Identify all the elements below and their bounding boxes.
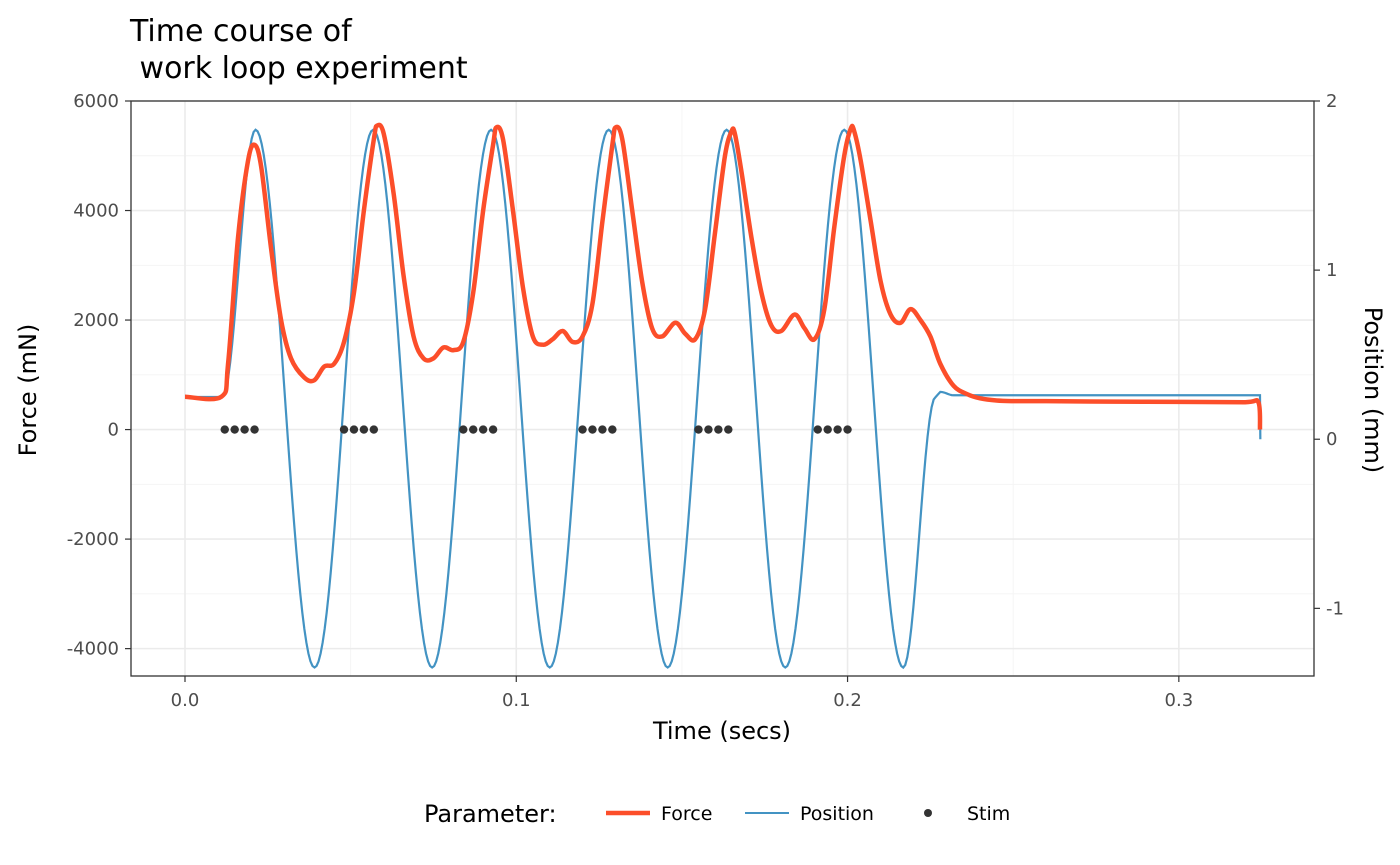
stim-point	[704, 425, 713, 434]
y2-tick-label: 2	[1326, 91, 1337, 112]
y-tick-label: -4000	[67, 639, 119, 660]
stim-point	[578, 425, 587, 434]
plot-series	[184, 122, 1263, 670]
legend-label-stim: Stim	[967, 803, 1010, 825]
x-tick-label: 0.3	[1165, 690, 1194, 711]
stim-point	[588, 425, 597, 434]
legend-title: Parameter:	[424, 800, 557, 828]
stim-point	[240, 425, 249, 434]
stim-point	[459, 425, 468, 434]
y-axis-title: Force (mN)	[14, 324, 42, 457]
chart-title-line-2: work loop experiment	[130, 51, 468, 86]
y-tick-label: 2000	[73, 310, 119, 331]
y2-axis-title: Position (mm)	[1359, 307, 1387, 474]
panel-border	[130, 100, 1315, 677]
stim-point	[694, 425, 703, 434]
stim-point	[349, 425, 359, 434]
stim-point	[478, 425, 488, 434]
stim-point	[359, 425, 369, 434]
x-axis-title: Time (secs)	[652, 717, 791, 745]
legend-label-position: Position	[800, 803, 874, 825]
y-tick-label: 4000	[73, 201, 119, 222]
stim-point	[833, 425, 842, 434]
legend: Parameter: Force Position Stim	[424, 800, 1010, 828]
stim-point	[250, 425, 259, 434]
stim-point	[488, 425, 498, 434]
stim-point	[230, 425, 239, 434]
stim-point	[724, 425, 733, 434]
x-tick-label: 0.0	[171, 690, 200, 711]
axes: 0.0 0.1 0.2 0.3 -4000 -2000 0 2000 4000 6000 -1 0 1 2	[67, 91, 1344, 711]
stim-point	[598, 425, 607, 434]
force-line	[184, 122, 1263, 430]
y-tick-label: -2000	[67, 529, 119, 550]
chart-title-line-1: Time course of	[129, 14, 353, 49]
stim-point	[339, 425, 349, 434]
stim-point	[220, 425, 229, 434]
x-tick-label: 0.1	[502, 690, 531, 711]
x-tick-label: 0.2	[833, 690, 862, 711]
stim-point	[469, 425, 478, 434]
chart-title: Time course of work loop experiment	[129, 14, 468, 86]
stim-point	[843, 425, 852, 434]
y2-tick-label: -1	[1326, 598, 1344, 619]
stim-point	[823, 425, 832, 434]
y-tick-label: 6000	[73, 91, 119, 112]
y2-tick-label: 0	[1326, 429, 1337, 450]
legend-key-stim	[924, 809, 932, 817]
legend-label-force: Force	[661, 803, 712, 825]
stim-point	[608, 425, 617, 434]
position-line	[185, 128, 1262, 670]
stim-point	[813, 425, 822, 434]
y2-tick-label: 1	[1326, 260, 1337, 281]
stim-point	[369, 425, 379, 434]
y-tick-label: 0	[108, 420, 119, 441]
stim-point	[714, 425, 723, 434]
